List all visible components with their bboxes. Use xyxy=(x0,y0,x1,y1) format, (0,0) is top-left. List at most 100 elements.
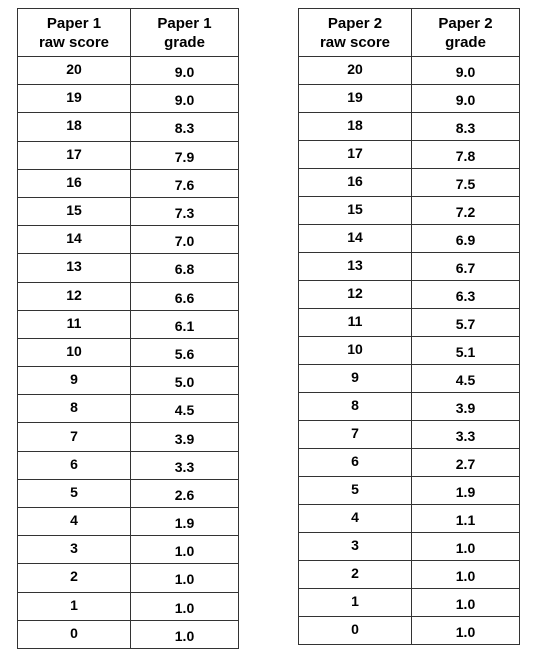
grade-cell: 9.0 xyxy=(130,55,239,86)
table-row: 19 9.0 xyxy=(17,84,239,114)
table-row: 3 1.0 xyxy=(17,535,239,565)
table-row: 1 1.0 xyxy=(17,591,239,621)
table-row: 6 3.3 xyxy=(17,450,239,480)
raw-score-cell: 5 xyxy=(17,478,131,509)
raw-score-cell: 19 xyxy=(17,84,131,114)
table-header-row: Paper 1 raw score Paper 1 grade xyxy=(17,8,239,57)
table-row: 19 9.0 xyxy=(298,84,520,113)
grade-cell: 1.0 xyxy=(411,588,520,617)
raw-score-cell: 16 xyxy=(17,168,131,198)
raw-score-cell: 14 xyxy=(298,224,412,253)
raw-score-cell: 20 xyxy=(298,56,412,85)
table-row: 16 7.6 xyxy=(17,168,239,198)
raw-score-cell: 16 xyxy=(298,168,412,197)
table-row: 13 6.7 xyxy=(298,252,520,281)
grade-cell: 5.1 xyxy=(411,336,520,365)
grade-cell: 8.3 xyxy=(411,112,520,141)
paper1-table-body: 20 9.0 19 9.0 18 8.3 17 7.9 16 7.6 15 7.3 14 7.0 13 6.8… xyxy=(17,55,239,649)
paper2-raw-score-header: Paper 2 raw score xyxy=(298,8,412,57)
table-row: 14 7.0 xyxy=(17,225,239,255)
grade-cell: 1.0 xyxy=(130,619,239,649)
grade-cell: 7.5 xyxy=(411,168,520,197)
raw-score-cell: 4 xyxy=(17,506,131,537)
table-row: 15 7.2 xyxy=(298,196,520,225)
paper2-grade-header: Paper 2 grade xyxy=(411,8,520,57)
grade-cell: 6.9 xyxy=(411,224,520,253)
table-row: 2 1.0 xyxy=(298,560,520,589)
grade-cell: 5.0 xyxy=(130,366,239,396)
grade-cell: 1.0 xyxy=(130,563,239,593)
grade-cell: 1.1 xyxy=(411,504,520,533)
table-row: 14 6.9 xyxy=(298,224,520,253)
grade-cell: 6.8 xyxy=(130,253,239,283)
raw-score-cell: 8 xyxy=(298,392,412,421)
table-row: 5 1.9 xyxy=(298,476,520,505)
table-row: 7 3.9 xyxy=(17,422,239,452)
table-row: 8 3.9 xyxy=(298,392,520,421)
raw-score-cell: 2 xyxy=(17,563,131,593)
raw-score-cell: 10 xyxy=(17,337,131,368)
raw-score-cell: 4 xyxy=(298,504,412,533)
grade-cell: 1.0 xyxy=(411,616,520,645)
table-row: 17 7.9 xyxy=(17,140,239,170)
grade-cell: 6.7 xyxy=(411,252,520,281)
table-row: 7 3.3 xyxy=(298,420,520,449)
raw-score-cell: 17 xyxy=(17,140,131,170)
grade-cell: 1.0 xyxy=(411,560,520,589)
table-row: 12 6.3 xyxy=(298,280,520,309)
table-row: 11 5.7 xyxy=(298,308,520,337)
grade-cell: 3.3 xyxy=(411,420,520,449)
table-row: 20 9.0 xyxy=(17,55,239,86)
paper2-table-body: 20 9.0 19 9.0 18 8.3 17 7.8 16 7.5 15 7.2 14 6.9 13 6.7… xyxy=(298,56,520,645)
grade-cell: 2.6 xyxy=(130,478,239,509)
raw-score-cell: 9 xyxy=(298,364,412,393)
raw-score-cell: 6 xyxy=(17,450,131,480)
grade-cell: 3.9 xyxy=(411,392,520,421)
header-line: raw score xyxy=(319,33,391,51)
table-row: 16 7.5 xyxy=(298,168,520,197)
header-line: Paper 2 xyxy=(438,14,493,32)
raw-score-cell: 13 xyxy=(17,253,131,283)
raw-score-cell: 2 xyxy=(298,560,412,589)
raw-score-cell: 3 xyxy=(298,532,412,561)
table-row: 20 9.0 xyxy=(298,56,520,85)
grade-cell: 1.0 xyxy=(411,532,520,561)
raw-score-cell: 20 xyxy=(17,55,131,86)
header-line: grade xyxy=(445,33,486,51)
table-row: 13 6.8 xyxy=(17,253,239,283)
raw-score-cell: 15 xyxy=(298,196,412,225)
table-row: 8 4.5 xyxy=(17,394,239,424)
raw-score-cell: 12 xyxy=(17,281,131,311)
table-row: 3 1.0 xyxy=(298,532,520,561)
raw-score-cell: 18 xyxy=(17,112,131,142)
raw-score-cell: 7 xyxy=(17,422,131,452)
raw-score-cell: 12 xyxy=(298,280,412,309)
grade-cell: 7.3 xyxy=(130,196,239,227)
grade-cell: 4.5 xyxy=(411,364,520,393)
grade-cell: 7.2 xyxy=(411,196,520,225)
paper1-grade-table: Paper 1 raw score Paper 1 grade 20 9.0 19 9… xyxy=(17,8,239,649)
table-row: 15 7.3 xyxy=(17,196,239,227)
table-row: 11 6.1 xyxy=(17,309,239,339)
table-row: 10 5.1 xyxy=(298,336,520,365)
table-row: 4 1.9 xyxy=(17,506,239,537)
raw-score-cell: 18 xyxy=(298,112,412,141)
table-row: 10 5.6 xyxy=(17,337,239,368)
table-row: 12 6.6 xyxy=(17,281,239,311)
grade-cell: 1.9 xyxy=(411,476,520,505)
raw-score-cell: 6 xyxy=(298,448,412,477)
raw-score-cell: 10 xyxy=(298,336,412,365)
grade-cell: 2.7 xyxy=(411,448,520,477)
raw-score-cell: 8 xyxy=(17,394,131,424)
grade-cell: 5.6 xyxy=(130,337,239,368)
table-row: 6 2.7 xyxy=(298,448,520,477)
header-line: grade xyxy=(164,33,205,51)
raw-score-cell: 13 xyxy=(298,252,412,281)
grade-cell: 7.9 xyxy=(130,140,239,170)
table-row: 9 5.0 xyxy=(17,366,239,396)
grade-cell: 6.3 xyxy=(411,280,520,309)
table-header-row: Paper 2 raw score Paper 2 grade xyxy=(298,8,520,57)
grade-cell: 3.9 xyxy=(130,422,239,452)
table-row: 0 1.0 xyxy=(17,619,239,649)
raw-score-cell: 11 xyxy=(17,309,131,339)
